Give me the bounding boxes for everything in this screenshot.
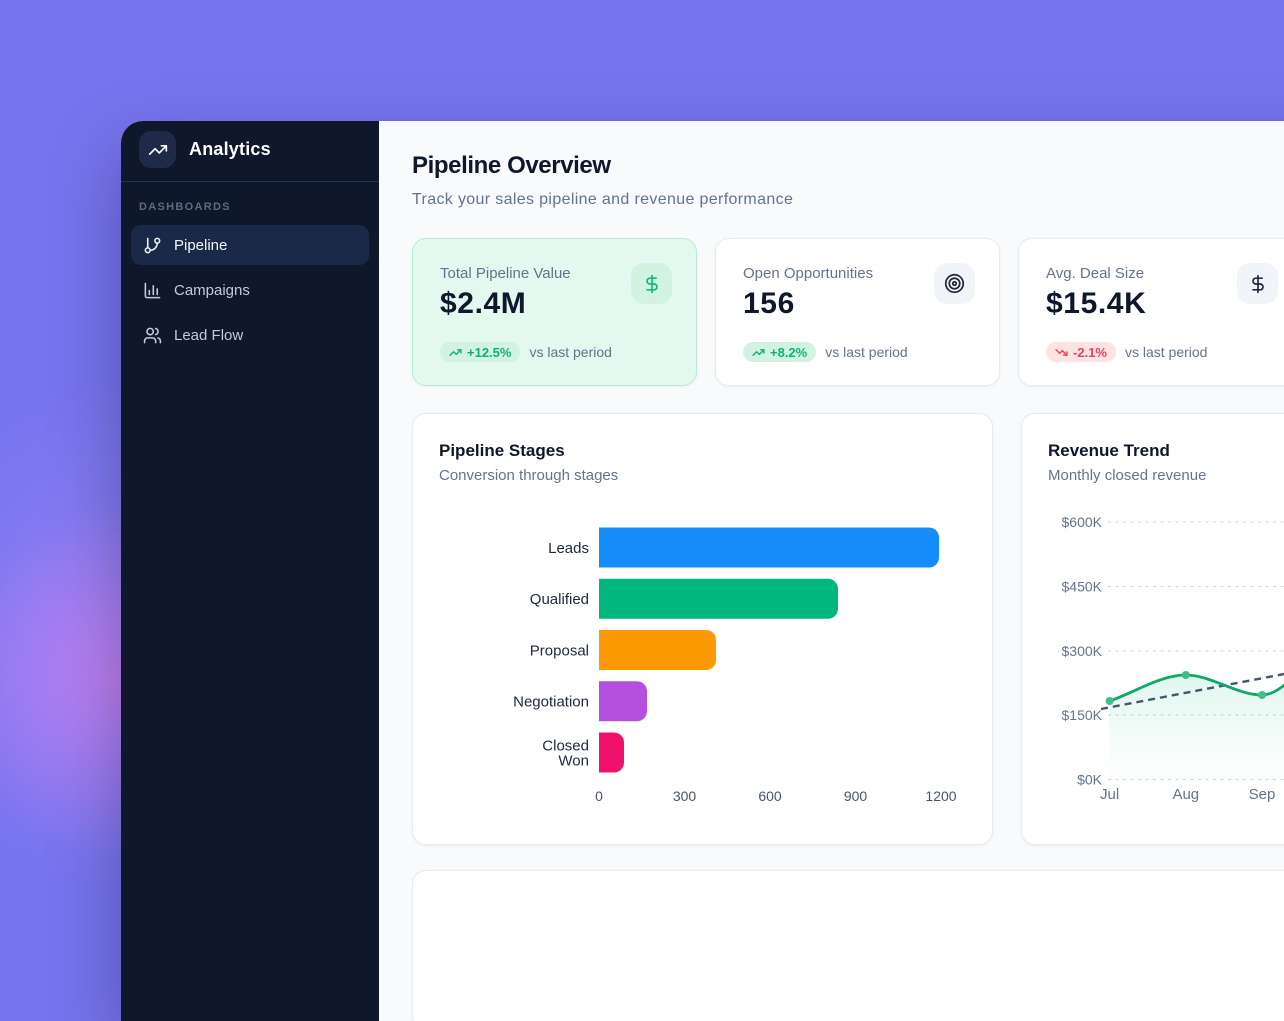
svg-text:0: 0 xyxy=(595,788,603,804)
svg-text:$0K: $0K xyxy=(1077,772,1103,788)
svg-text:Leads: Leads xyxy=(548,540,589,557)
svg-text:Aug: Aug xyxy=(1172,786,1199,803)
svg-text:1200: 1200 xyxy=(925,788,956,804)
svg-text:Won: Won xyxy=(558,752,589,769)
svg-text:300: 300 xyxy=(673,788,697,804)
svg-text:Qualified: Qualified xyxy=(530,591,589,608)
svg-text:900: 900 xyxy=(844,788,868,804)
svg-text:$450K: $450K xyxy=(1062,579,1103,595)
svg-text:Jul: Jul xyxy=(1100,786,1119,803)
svg-text:Proposal: Proposal xyxy=(530,642,589,659)
svg-text:$300K: $300K xyxy=(1062,643,1103,659)
svg-text:$150K: $150K xyxy=(1062,707,1103,723)
svg-text:Closed: Closed xyxy=(542,737,589,754)
svg-text:$600K: $600K xyxy=(1062,514,1103,530)
svg-text:Negotiation: Negotiation xyxy=(513,694,589,711)
svg-text:Sep: Sep xyxy=(1249,786,1276,803)
svg-text:600: 600 xyxy=(758,788,782,804)
